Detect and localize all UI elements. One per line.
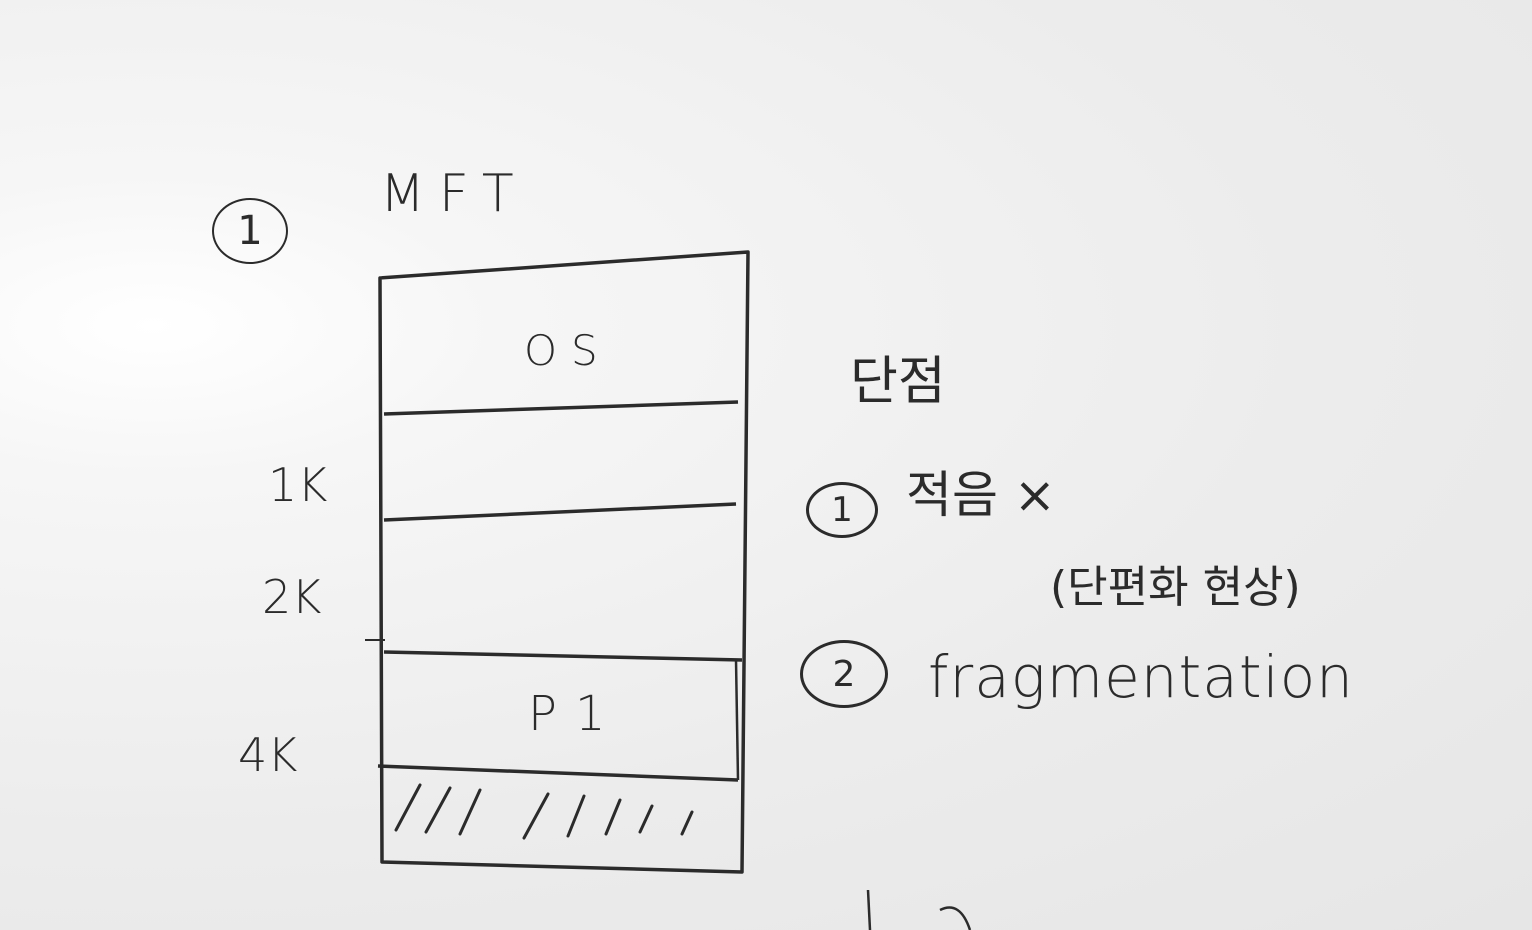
partition-line-1: [383, 400, 739, 416]
address-label-1k: 1K: [268, 458, 328, 512]
drawback-2-number: 2: [832, 653, 856, 695]
partial-stroke-2: [939, 906, 972, 930]
segment-label-p1: P1: [528, 686, 624, 742]
partition-line-4: [383, 650, 743, 662]
title-label: MFT: [380, 164, 528, 224]
drawback-2-text: fragmentation: [928, 643, 1354, 711]
partition-line-2: [383, 502, 737, 522]
drawback-1-text: 적음 ×: [906, 466, 1056, 524]
p1-right-edge: [734, 659, 740, 781]
title-number: 1: [237, 208, 263, 254]
drawback-1-number-circle: 1: [806, 482, 878, 538]
drawback-1-number: 1: [831, 490, 853, 530]
address-label-4k: 4K: [238, 728, 298, 782]
drawback-2-number-circle: 2: [800, 640, 888, 708]
drawbacks-heading: 단점: [850, 352, 946, 412]
hatched-area: [394, 783, 694, 840]
partial-stroke: [866, 889, 872, 930]
drawback-2-note: (단편화 현상): [1050, 562, 1301, 613]
partition-line-5: [377, 764, 739, 782]
address-label-2k: 2K: [262, 570, 322, 624]
memory-outer-box: [378, 250, 750, 874]
segment-label-os: OS: [524, 326, 612, 375]
title-number-circle: 1: [212, 198, 288, 264]
